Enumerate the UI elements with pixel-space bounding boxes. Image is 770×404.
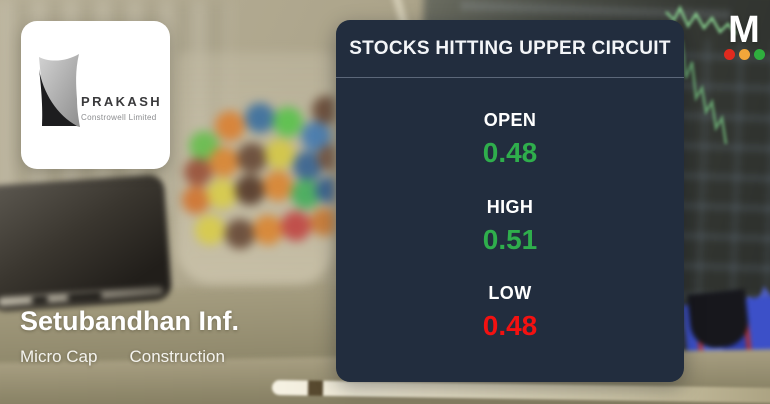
company-info: Setubandhan Inf. Micro Cap Construction: [20, 305, 239, 367]
stat-open-label: OPEN: [483, 109, 537, 130]
logo-company-subtitle: Constrowell Limited: [81, 113, 157, 122]
phone-port: [31, 296, 49, 304]
company-logo-card: PRAKASH Constrowell Limited: [21, 21, 170, 169]
candy-jar-candies: [182, 96, 334, 249]
stat-low-value: 0.48: [482, 310, 538, 342]
company-tags: Micro Cap Construction: [20, 347, 239, 367]
prakash-logo-icon: [39, 54, 80, 127]
stat-open: OPEN 0.48: [483, 110, 538, 169]
brand-watermark: M: [720, 9, 768, 60]
company-name: Setubandhan Inf.: [20, 306, 239, 336]
stat-high-label: HIGH: [486, 196, 534, 217]
tag-sector: Construction: [129, 347, 225, 366]
brand-dots: [720, 49, 768, 60]
brand-m-logo: M: [728, 9, 760, 51]
stat-open-value: 0.48: [482, 136, 538, 168]
pen-band: [307, 380, 324, 396]
tablet-screen-shape: [687, 288, 751, 351]
brand-dot-red: [723, 49, 735, 60]
panel-stats: OPEN 0.48 HIGH 0.51 LOW 0.48: [336, 78, 684, 382]
panel-title: STOCKS HITTING UPPER CIRCUIT: [336, 20, 684, 78]
brand-dot-green: [753, 49, 765, 60]
tag-market-cap: Micro Cap: [20, 347, 98, 366]
stat-high: HIGH 0.51: [483, 197, 538, 256]
brand-dot-amber: [738, 49, 750, 60]
background-phone-device: [0, 173, 173, 313]
stat-low: LOW 0.48: [483, 283, 538, 342]
stat-high-value: 0.51: [482, 223, 538, 255]
stat-low-label: LOW: [488, 283, 532, 304]
stats-panel: STOCKS HITTING UPPER CIRCUIT OPEN 0.48 H…: [336, 20, 684, 382]
background-candy-jar: [176, 52, 334, 284]
logo-company-name: PRAKASH: [81, 94, 163, 109]
